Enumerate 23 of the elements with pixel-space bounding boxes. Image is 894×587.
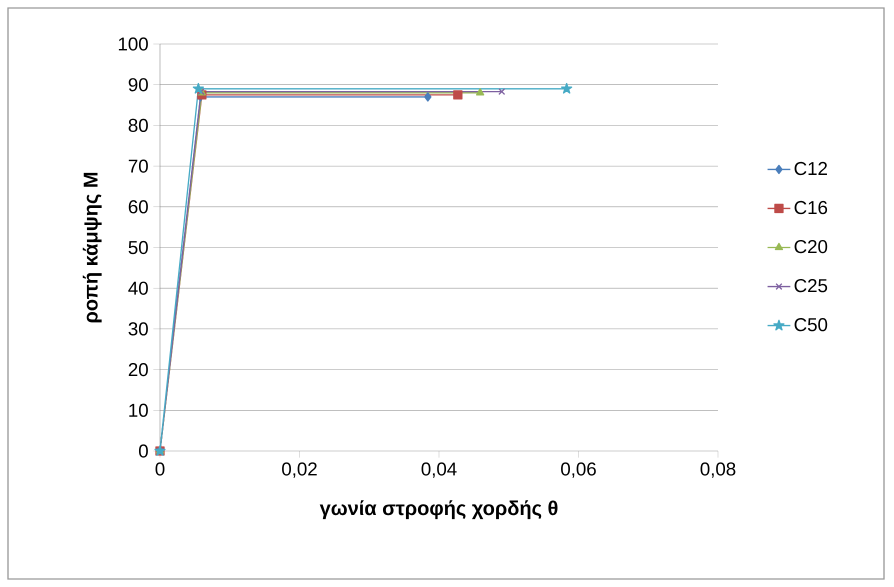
x-tick-label: 0 bbox=[156, 462, 164, 476]
y-tick-label: 70 bbox=[128, 159, 148, 173]
x-tick-label: 0,08 bbox=[700, 462, 736, 478]
legend-label: C20 bbox=[794, 240, 828, 254]
y-tick-label: 80 bbox=[128, 118, 148, 132]
legend-label: C50 bbox=[794, 318, 828, 332]
x-tick-label: 0,06 bbox=[561, 462, 596, 478]
y-tick-label: 30 bbox=[128, 322, 148, 336]
legend-label: C25 bbox=[794, 279, 828, 292]
y-tick-label: 40 bbox=[128, 282, 148, 295]
legend-label: C16 bbox=[794, 200, 828, 214]
x-axis-title: γωνία στροφής χορδής θ bbox=[320, 500, 558, 520]
y-axis-title: ροπή κάμψης M bbox=[82, 172, 102, 322]
y-tick-label: 90 bbox=[128, 78, 148, 92]
y-tick-label: 100 bbox=[118, 37, 148, 51]
x-tick-label: 0,04 bbox=[422, 462, 457, 478]
y-tick-label: 50 bbox=[128, 240, 148, 254]
y-tick-label: 10 bbox=[129, 404, 148, 417]
x-tick-label: 0,02 bbox=[282, 462, 317, 478]
y-tick-label: 20 bbox=[128, 362, 148, 376]
y-tick-label: 0 bbox=[138, 444, 148, 458]
y-tick-label: 60 bbox=[128, 200, 148, 214]
legend-label: C12 bbox=[794, 162, 827, 176]
